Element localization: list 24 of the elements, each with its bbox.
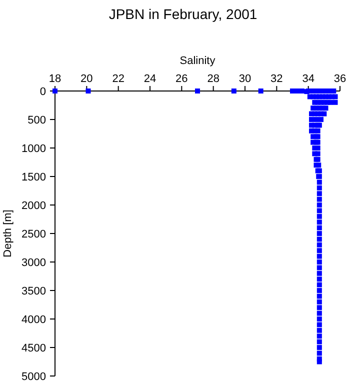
y-tick-label: 2000: [22, 200, 46, 212]
x-tick-label: 24: [144, 73, 156, 85]
x-tick-label: 18: [48, 73, 62, 85]
chart-title: JPBN in February, 2001: [108, 6, 258, 22]
y-tick-label: 3000: [22, 257, 46, 269]
y-tick-label: 1500: [22, 172, 46, 184]
y-tick-label: 0: [40, 86, 46, 98]
x-tick-label: 26: [176, 73, 188, 85]
x-tick-label: 30: [238, 73, 252, 85]
x-tick-label: 36: [334, 73, 346, 85]
y-tick-label: 4000: [22, 314, 46, 326]
y-tick-label: 500: [28, 114, 46, 126]
y-tick-label: 4500: [22, 342, 46, 354]
x-axis-title: Salinity: [180, 55, 216, 67]
x-tick-label: 32: [270, 73, 283, 85]
y-axis-title: Depth [m]: [2, 210, 14, 258]
x-tick-label: 22: [112, 73, 124, 85]
y-tick-label: 2500: [22, 228, 46, 240]
x-tick-label: 28: [207, 73, 220, 85]
x-tick-label: 34: [302, 73, 314, 85]
y-tick-label: 3500: [22, 286, 46, 298]
y-tick-label: 5000: [22, 371, 46, 383]
y-tick-label: 1000: [22, 143, 46, 155]
x-tick-label: 20: [80, 73, 93, 85]
